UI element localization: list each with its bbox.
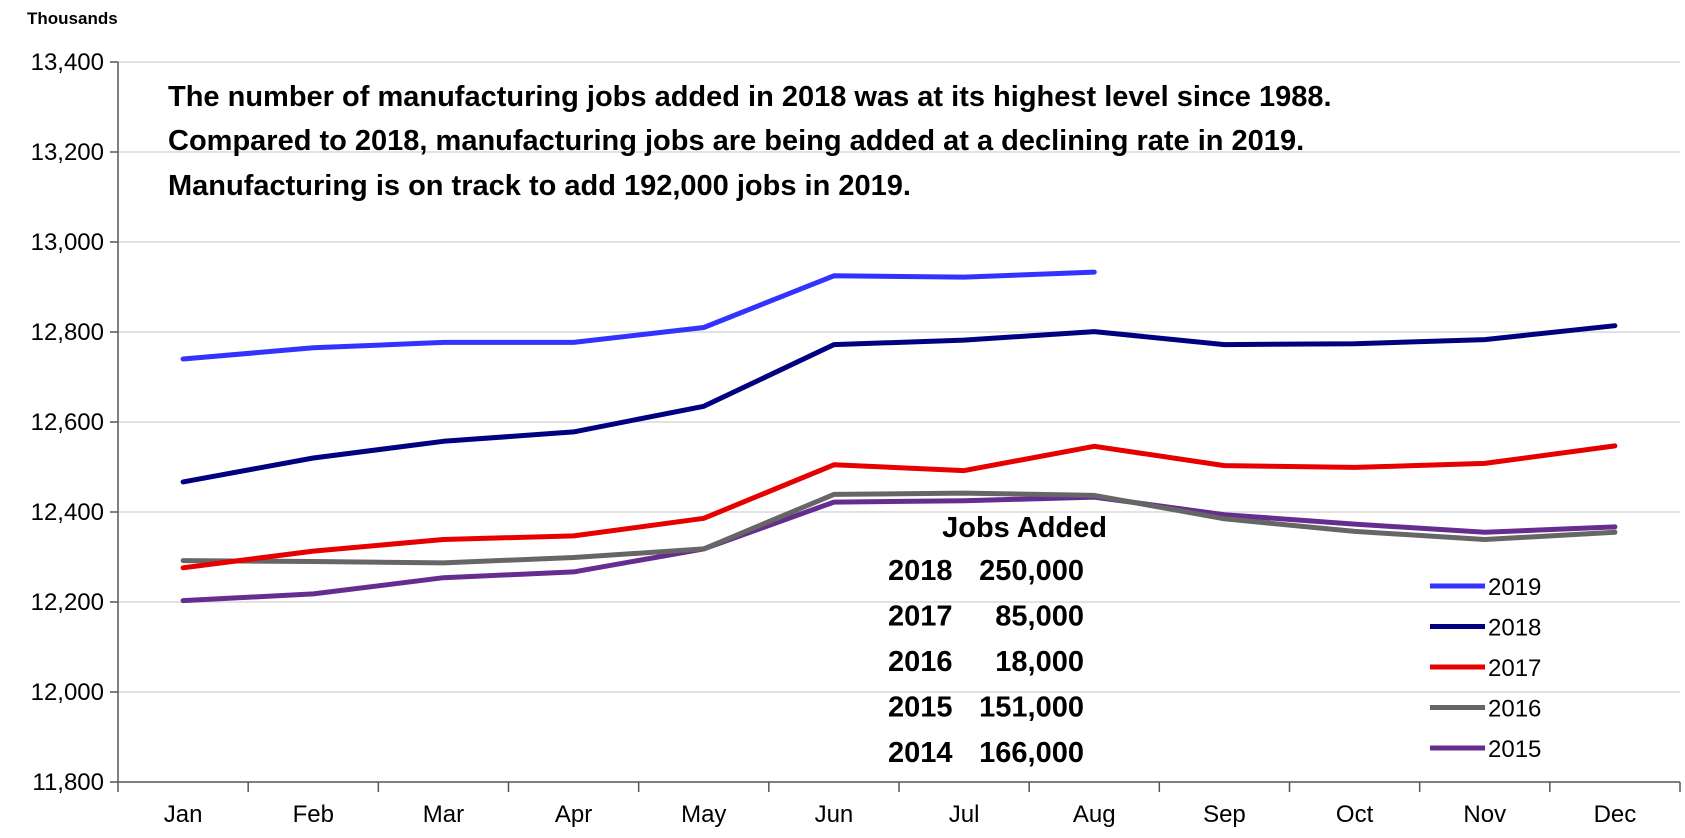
y-tick-label: 12,000 <box>31 679 104 706</box>
x-tick-label: May <box>681 801 726 828</box>
x-tick-label: Mar <box>423 801 464 828</box>
y-tick-label: 13,200 <box>31 139 104 166</box>
y-tick-label: 12,200 <box>31 589 104 616</box>
legend-label-2018: 2018 <box>1488 615 1541 642</box>
x-tick-label: Oct <box>1336 801 1374 828</box>
gridlines <box>118 61 1680 693</box>
annotation-line-1: The number of manufacturing jobs added i… <box>168 81 1332 113</box>
legend-label-2016: 2016 <box>1488 696 1541 723</box>
table-year: 2015 <box>888 692 953 724</box>
legend-label-2019: 2019 <box>1488 574 1541 601</box>
jobs-added-table: Jobs Added 2018 250,000 2017 85,000 2016 18,00… <box>888 512 1107 769</box>
legend: 2019 2018 2017 2016 2015 <box>1430 574 1541 763</box>
y-tick-label: 12,400 <box>31 499 104 526</box>
series-lines <box>180 269 1618 604</box>
x-tick-label: Jul <box>949 801 980 828</box>
series-line-2019 <box>180 269 1097 362</box>
legend-label-2017: 2017 <box>1488 655 1541 682</box>
x-tick-label: Nov <box>1463 801 1506 828</box>
series-line-2016 <box>180 490 1618 566</box>
x-tick-label: Sep <box>1203 801 1246 828</box>
table-title: Jobs Added <box>942 512 1107 544</box>
x-tick-label: Aug <box>1073 801 1116 828</box>
y-tick-label: 12,600 <box>31 409 104 436</box>
table-year: 2018 <box>888 555 953 587</box>
table-year: 2017 <box>888 601 953 633</box>
y-tick-label: 11,800 <box>32 769 104 796</box>
table-value: 166,000 <box>979 737 1084 769</box>
x-tick-label: Jun <box>815 801 854 828</box>
x-tick-label: Jan <box>164 801 203 828</box>
table-value: 151,000 <box>979 692 1084 724</box>
legend-label-2015: 2015 <box>1488 736 1541 763</box>
series-line-2017 <box>180 443 1618 571</box>
y-tick-label: 12,800 <box>31 319 104 346</box>
x-tick-label: Apr <box>555 801 592 828</box>
axes: 11,800 12,000 12,200 12,400 12,600 12,800 13,0… <box>31 49 1681 828</box>
series-line-2015 <box>180 494 1618 604</box>
y-tick-label: 13,400 <box>31 49 104 76</box>
table-value: 85,000 <box>995 601 1084 633</box>
x-tick-label: Feb <box>293 801 334 828</box>
table-year: 2016 <box>888 646 953 678</box>
series-line-2018 <box>180 323 1618 485</box>
annotation-line-2: Compared to 2018, manufacturing jobs are… <box>168 125 1304 157</box>
table-value: 18,000 <box>995 646 1084 678</box>
y-unit-label: Thousands <box>27 9 118 28</box>
y-tick-label: 13,000 <box>31 229 104 256</box>
annotation-line-3: Manufacturing is on track to add 192,000… <box>168 170 911 202</box>
x-tick-label: Dec <box>1594 801 1637 828</box>
table-value: 250,000 <box>979 555 1084 587</box>
table-year: 2014 <box>888 737 953 769</box>
